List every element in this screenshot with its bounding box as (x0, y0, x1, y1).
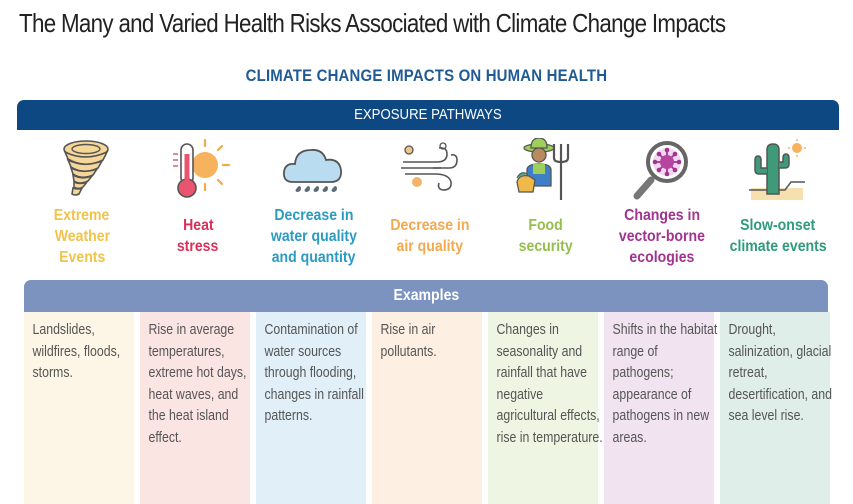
exposure-pathways-header: EXPOSURE PATHWAYS (17, 100, 839, 130)
tornado-icon (63, 140, 109, 196)
pathway-vector-borne: Changes in vector-borne ecologies (604, 132, 720, 272)
infographic-title: CLIMATE CHANGE IMPACTS ON HUMAN HEALTH (0, 66, 853, 86)
example-water-quality: Contamination of water sources through f… (256, 312, 366, 504)
pathways-row: Extreme Weather Events Heat stress (24, 132, 834, 272)
pathway-label: Food security (518, 217, 574, 255)
example-slow-onset: Drought, salinization, glacial retreat, … (720, 312, 832, 504)
examples-label: Examples (393, 287, 459, 304)
example-food-security: Changes in seasonality and rainfall that… (488, 312, 603, 504)
pathway-slow-onset: Slow-onset climate events (720, 132, 836, 272)
example-air-quality: Rise in air pollutants. (372, 312, 482, 504)
wind-particles-icon (401, 142, 458, 191)
pathway-label: Decrease in air quality (390, 217, 470, 255)
pathway-water-quality: Decrease in water quality and quantity (256, 132, 372, 272)
example-heat-stress: Rise in average temperatures, extreme ho… (140, 312, 250, 504)
thermometer-sun-icon (173, 138, 231, 198)
infographic-title-text: CLIMATE CHANGE IMPACTS ON HUMAN HEALTH (245, 66, 608, 85)
pathway-label: Changes in vector-borne ecologies (618, 207, 706, 266)
example-text: Landslides, wildfires, floods, storms. (32, 322, 121, 381)
examples-header: Examples (24, 280, 828, 312)
pathway-heat-stress: Heat stress (140, 132, 256, 272)
exposure-pathways-label: EXPOSURE PATHWAYS (354, 106, 502, 123)
example-text: Shifts in the habitat range of pathogens… (612, 322, 718, 446)
example-extreme-weather: Landslides, wildfires, floods, storms. (24, 312, 134, 504)
pathogen-magnifier-icon (633, 141, 688, 200)
pathway-extreme-weather: Extreme Weather Events (24, 132, 140, 272)
example-text: Rise in air pollutants. (380, 322, 437, 360)
cactus-desert-icon (749, 139, 806, 200)
example-text: Rise in average temperatures, extreme ho… (148, 322, 247, 446)
examples-columns: Landslides, wildfires, floods, storms. R… (24, 312, 832, 504)
farmer-icon (516, 138, 570, 200)
pathway-air-quality: Decrease in air quality (372, 132, 488, 272)
pathway-label: Slow-onset climate events (729, 217, 827, 255)
pathway-label: Extreme Weather Events (54, 207, 110, 266)
pathway-label: Heat stress (177, 217, 219, 255)
example-text: Drought, salinization, glacial retreat, … (728, 322, 832, 424)
pathway-food-security: Food security (488, 132, 604, 272)
example-text: Contamination of water sources through f… (264, 322, 364, 424)
example-text: Changes in seasonality and rainfall that… (496, 322, 603, 446)
pathway-label: Decrease in water quality and quantity (270, 207, 358, 266)
example-vector-borne: Shifts in the habitat range of pathogens… (604, 312, 717, 504)
rain-cloud-icon (283, 149, 342, 192)
page-title: The Many and Varied Health Risks Associa… (19, 8, 726, 38)
